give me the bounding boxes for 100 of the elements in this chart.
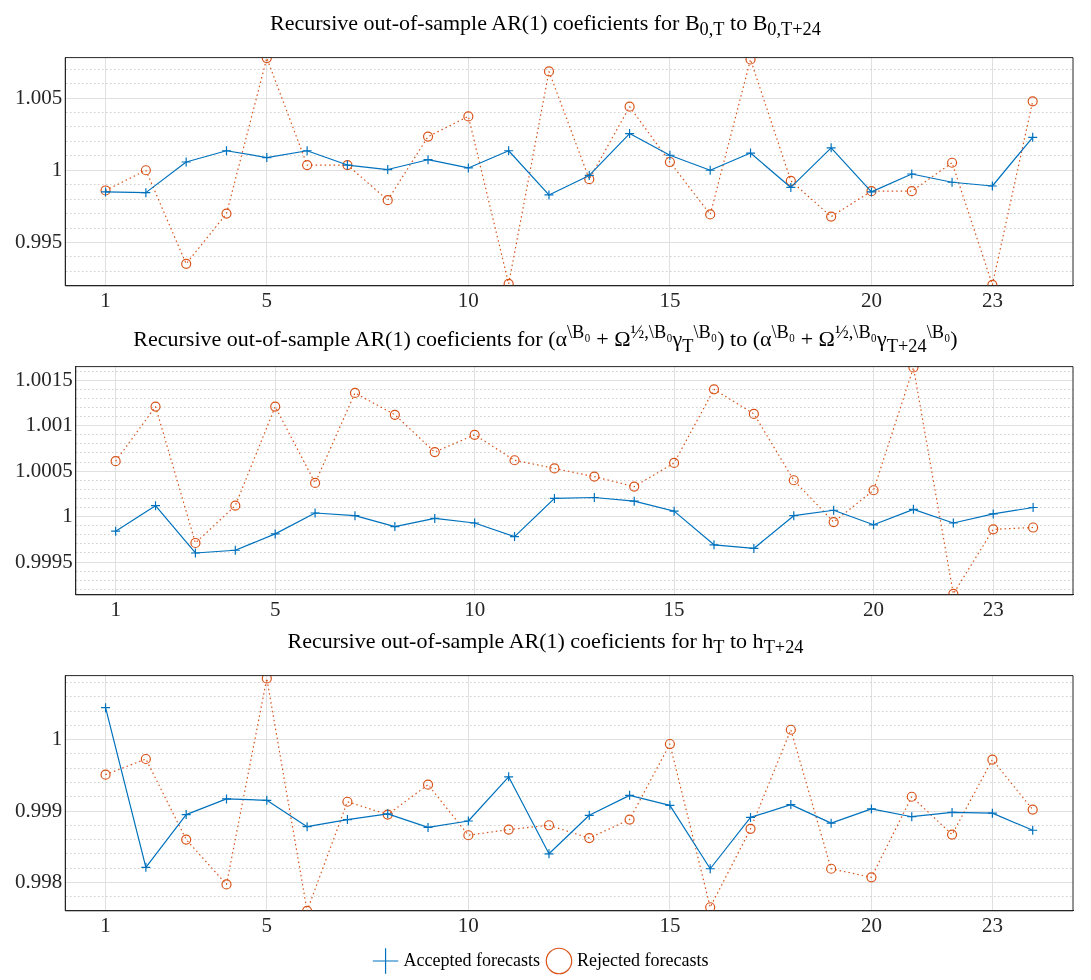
point bbox=[422, 779, 434, 790]
point bbox=[309, 507, 321, 519]
point bbox=[543, 848, 555, 859]
point bbox=[422, 154, 434, 165]
point bbox=[906, 168, 917, 180]
point bbox=[503, 145, 514, 156]
point bbox=[302, 159, 313, 171]
x-tick-label: 23 bbox=[981, 912, 1003, 937]
point bbox=[349, 387, 361, 399]
point bbox=[669, 506, 680, 517]
point bbox=[788, 475, 799, 486]
point bbox=[745, 147, 756, 159]
point bbox=[389, 409, 400, 420]
point bbox=[463, 830, 474, 841]
point bbox=[826, 142, 837, 153]
point bbox=[469, 429, 480, 440]
y-tick-label: 1 bbox=[51, 726, 63, 751]
x-tick-label: 1 bbox=[100, 912, 111, 937]
point bbox=[906, 791, 917, 802]
point bbox=[664, 150, 675, 161]
point bbox=[302, 145, 313, 156]
point bbox=[669, 457, 680, 469]
point bbox=[785, 724, 796, 735]
point bbox=[826, 211, 837, 222]
point bbox=[509, 455, 520, 466]
point bbox=[221, 208, 232, 219]
x-tick-label: 23 bbox=[981, 287, 1003, 312]
x-tick-label: 20 bbox=[860, 287, 882, 312]
point bbox=[745, 823, 756, 834]
point bbox=[866, 803, 877, 814]
point bbox=[868, 485, 879, 496]
point bbox=[190, 537, 201, 549]
point bbox=[181, 156, 192, 168]
point bbox=[946, 177, 958, 188]
point bbox=[745, 57, 756, 65]
point bbox=[140, 862, 151, 873]
x-tick-label: 5 bbox=[261, 287, 273, 312]
x-tick-label: 10 bbox=[457, 912, 479, 937]
point bbox=[429, 446, 440, 458]
point bbox=[584, 833, 595, 844]
point bbox=[309, 477, 321, 489]
point bbox=[705, 209, 716, 220]
point bbox=[988, 524, 999, 535]
point bbox=[302, 821, 313, 832]
point bbox=[140, 753, 151, 765]
chart-title: Recursive out-of-sample AR(1) coeficients for h$_{T}$ to h$_{T+24}$ bbox=[286, 627, 805, 660]
point bbox=[785, 175, 796, 186]
point bbox=[463, 815, 474, 827]
point bbox=[181, 834, 192, 845]
point bbox=[221, 879, 232, 890]
point bbox=[708, 384, 720, 395]
point bbox=[906, 186, 917, 197]
point bbox=[866, 872, 877, 883]
point bbox=[349, 510, 361, 521]
x-tick-label: 10 bbox=[464, 596, 486, 621]
y-tick-label: 1.001 bbox=[25, 412, 73, 437]
point bbox=[230, 500, 241, 511]
point bbox=[382, 195, 393, 206]
y-tick-label: 1.0005 bbox=[15, 457, 73, 482]
point bbox=[987, 180, 998, 192]
point bbox=[988, 508, 999, 519]
point bbox=[181, 258, 192, 269]
point bbox=[270, 401, 281, 412]
point bbox=[629, 481, 640, 492]
point bbox=[946, 807, 958, 818]
point bbox=[826, 818, 837, 829]
point bbox=[1027, 96, 1038, 107]
point bbox=[543, 66, 555, 77]
x-tick-label: 1 bbox=[100, 287, 111, 312]
y-tick-label: 0.998 bbox=[15, 868, 63, 893]
point bbox=[624, 101, 635, 112]
point bbox=[748, 408, 759, 419]
point bbox=[422, 822, 434, 833]
point bbox=[828, 516, 839, 528]
point bbox=[624, 814, 635, 825]
chart-title: Recursive out-of-sample AR(1) coeficients for B$_{0,T}$ to B$_{0,T+24}$ bbox=[269, 9, 822, 42]
point bbox=[140, 165, 151, 176]
x-tick-label: 1 bbox=[110, 596, 121, 621]
point bbox=[987, 754, 998, 765]
point bbox=[422, 131, 434, 142]
point bbox=[748, 543, 759, 554]
point bbox=[110, 456, 121, 467]
y-tick-label: 1.0015 bbox=[15, 366, 73, 391]
point bbox=[1028, 522, 1039, 533]
point bbox=[708, 539, 720, 550]
point bbox=[140, 187, 151, 198]
point bbox=[549, 463, 560, 474]
legend-label: Rejected forecasts bbox=[577, 949, 709, 970]
chart-title: Recursive out-of-sample AR(1) coeficients for (α$^{\B₀}$ + Ω$^{½,\B₀}$γ$_{T}$$^{\B₀}$) to (α$^{\B₀}$ + Ω$^{½,\B₀}$γ$_{T+24}$$^{\B₀}$) bbox=[133, 322, 958, 356]
x-tick-label: 23 bbox=[982, 596, 1004, 621]
point bbox=[1028, 502, 1039, 513]
point bbox=[584, 174, 595, 185]
x-tick-label: 15 bbox=[659, 912, 681, 937]
x-tick-label: 5 bbox=[261, 912, 273, 937]
y-tick-label: 1 bbox=[51, 156, 63, 181]
x-tick-label: 15 bbox=[659, 287, 681, 312]
point bbox=[828, 505, 839, 516]
point bbox=[664, 738, 675, 750]
y-tick-label: 0.9995 bbox=[15, 548, 73, 573]
point bbox=[946, 829, 958, 840]
